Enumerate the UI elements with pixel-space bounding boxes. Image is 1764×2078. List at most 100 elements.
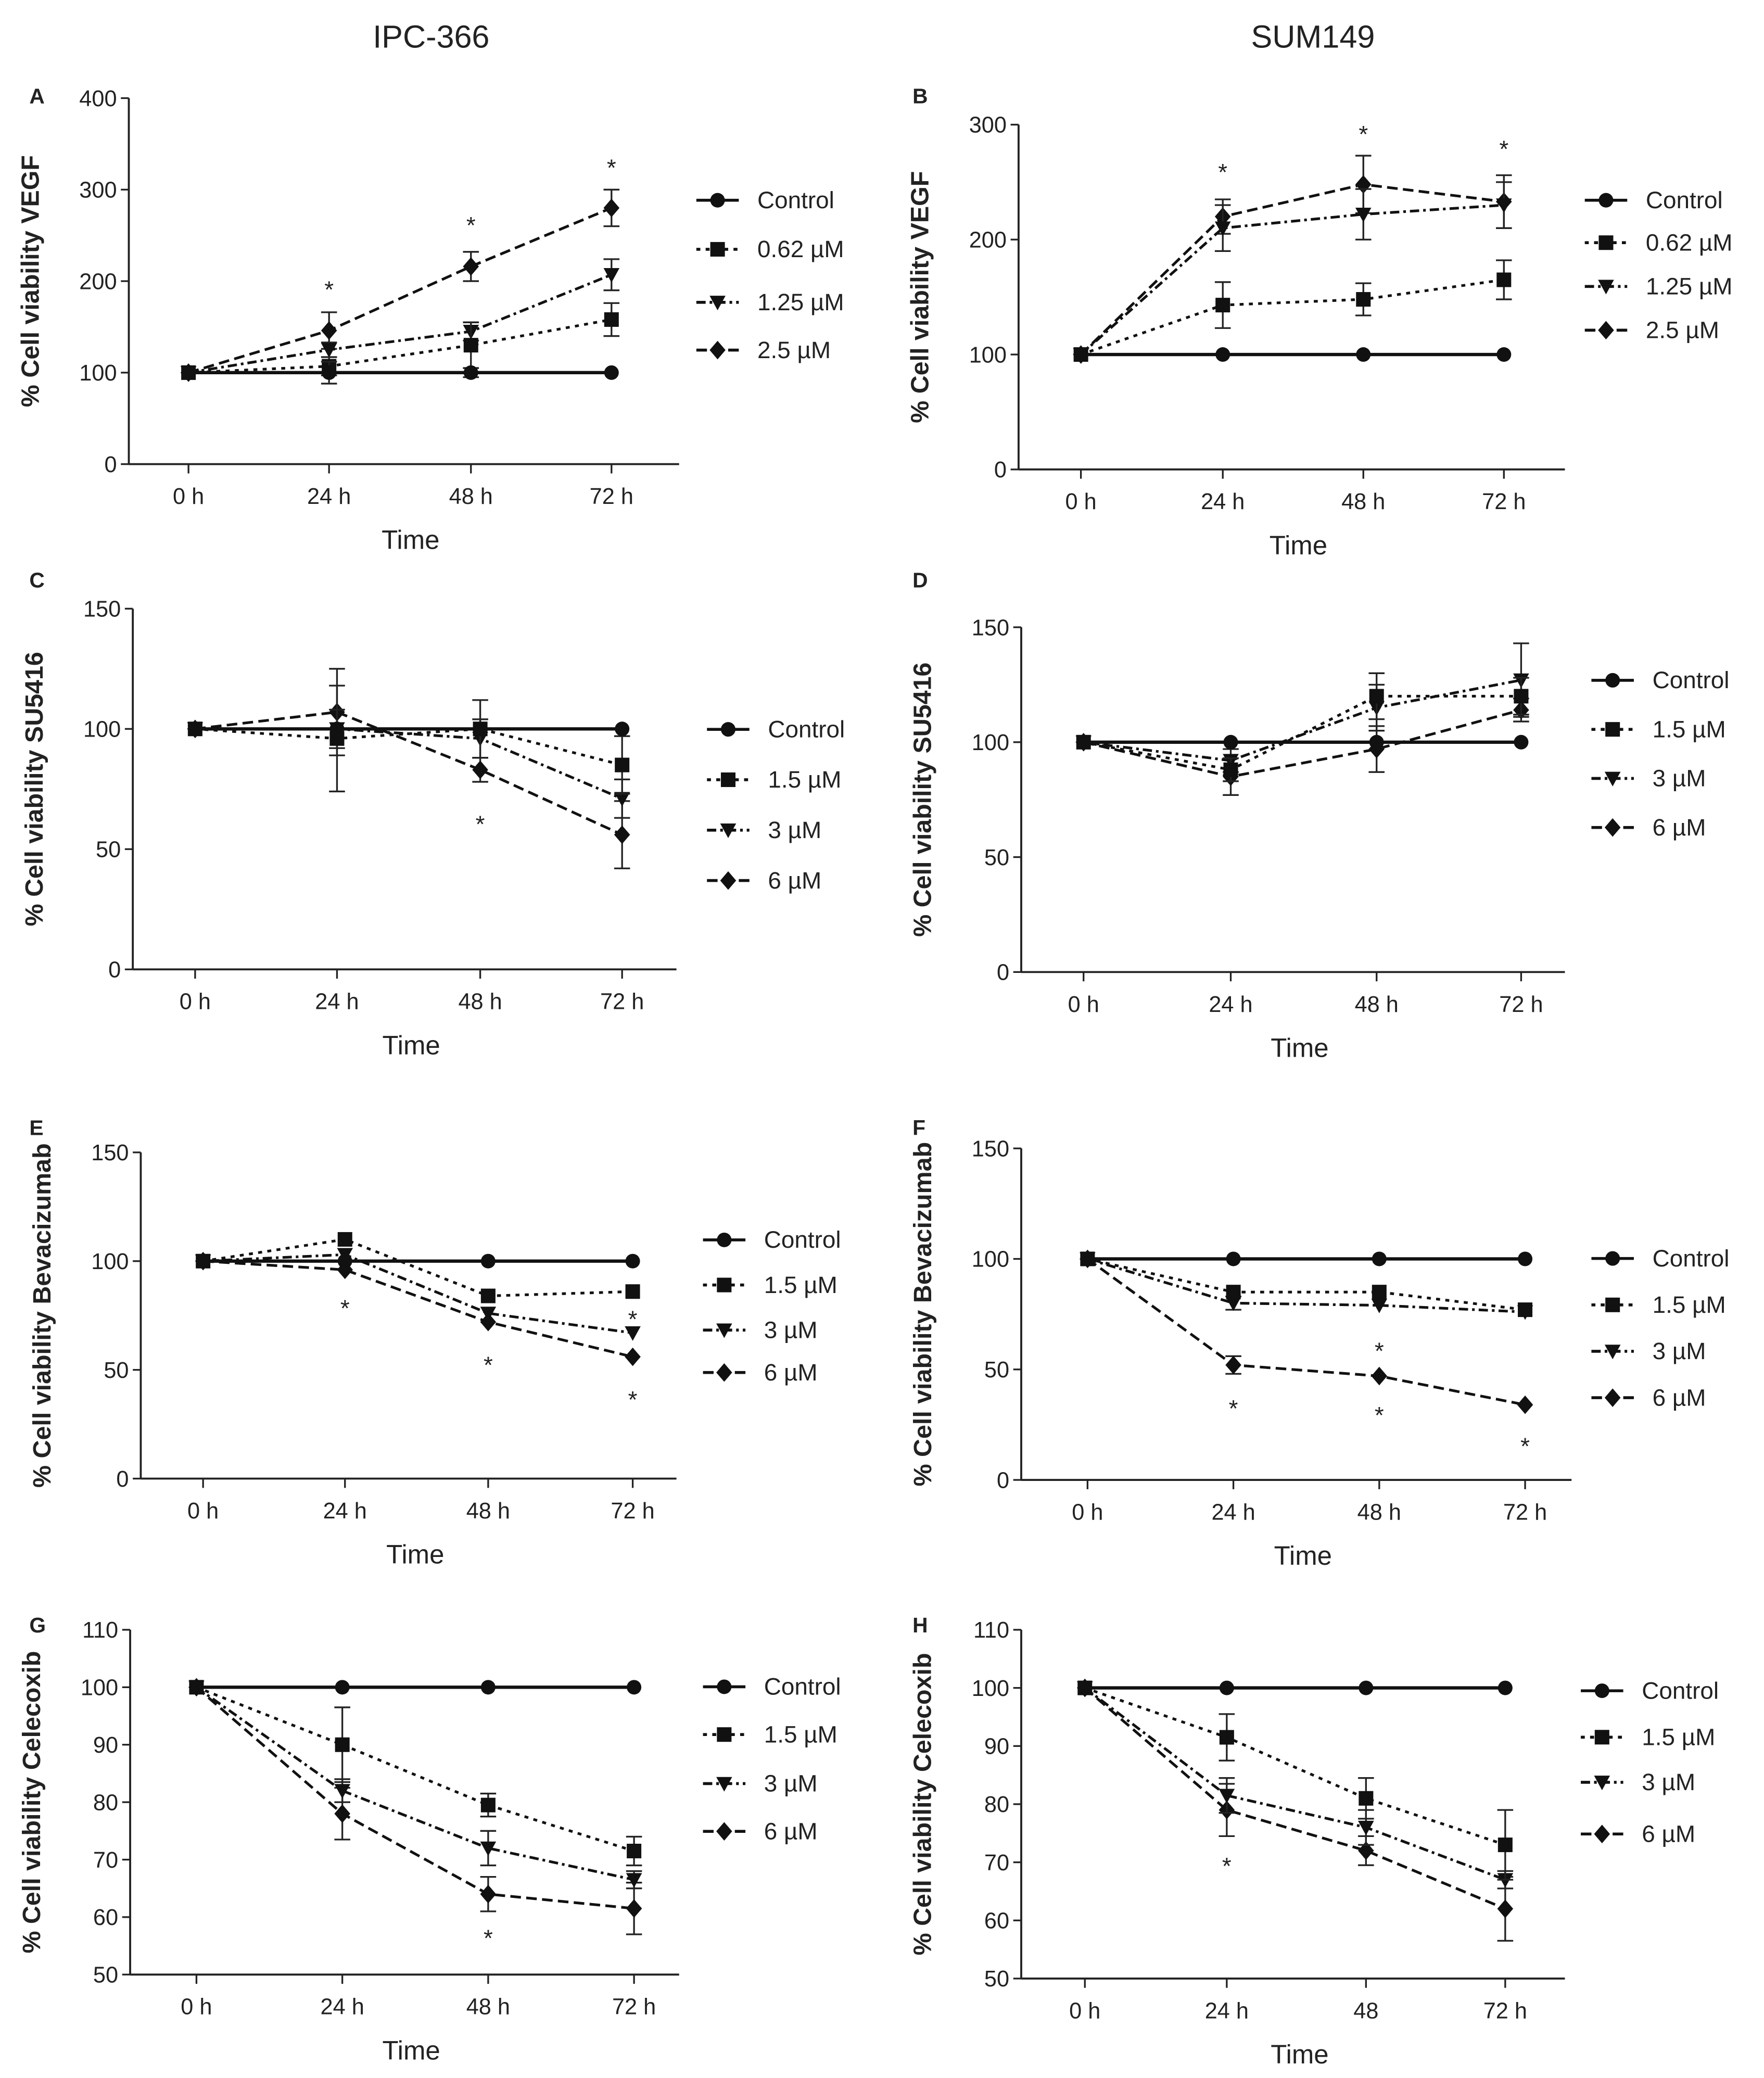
legend-marker (710, 242, 725, 257)
legend-label: 1.25 µM (757, 288, 844, 315)
data-point (463, 338, 478, 353)
column-title-ipc366: IPC-366 (373, 19, 489, 55)
series-3 (1080, 1249, 1533, 1414)
y-axis-label: % Cell viability Celecoxib (18, 1651, 46, 1954)
y-axis-label: % Cell viability SU5416 (20, 652, 48, 926)
significance-star: * (1229, 1395, 1238, 1422)
data-point (1517, 1395, 1533, 1414)
significance-star: * (476, 810, 485, 838)
data-point (480, 1680, 496, 1695)
y-axis-label: % Cell viability SU5416 (909, 663, 937, 937)
series-line (1083, 694, 1521, 771)
y-tick-label: 60 (93, 1905, 118, 1930)
significance-star: * (628, 1306, 638, 1333)
series-3 (1075, 698, 1529, 796)
data-point (480, 1307, 497, 1322)
y-tick-label: 150 (91, 1141, 129, 1165)
x-tick-label: 24 h (1211, 1500, 1255, 1525)
legend-label: 1.5 µM (768, 766, 841, 793)
series-line (1083, 679, 1521, 762)
y-tick-label: 150 (972, 1136, 1009, 1161)
legend-label: 1.5 µM (1653, 715, 1726, 742)
significance-star: * (607, 154, 616, 181)
x-tick-label: 24 h (1201, 489, 1245, 514)
x-tick-label: 48 h (466, 1995, 510, 2020)
series-line (202, 1238, 633, 1298)
series-line (195, 1686, 634, 1910)
series-1 (1073, 259, 1512, 362)
significance-star: * (324, 276, 334, 303)
series-2 (187, 708, 630, 819)
significance-star: * (628, 1386, 638, 1413)
y-tick-label: 0 (997, 960, 1009, 985)
data-point (1225, 1355, 1241, 1375)
data-point (1214, 221, 1231, 236)
y-tick-label: 150 (972, 615, 1009, 640)
data-point (625, 1253, 640, 1269)
legend-marker (716, 1822, 732, 1841)
data-point (480, 1312, 497, 1332)
data-point (603, 198, 620, 218)
legend-label: 3 µM (764, 1316, 818, 1343)
series-line (1087, 1257, 1526, 1311)
series-line (1087, 1258, 1526, 1313)
legend-label: 1.5 µM (1642, 1724, 1715, 1751)
data-point (1226, 1285, 1241, 1300)
series-1 (187, 685, 630, 795)
y-tick-label: 100 (79, 361, 117, 386)
x-axis-label: Time (1271, 2039, 1328, 2069)
significance-star: * (1359, 120, 1368, 147)
series-line (196, 1686, 634, 1853)
y-tick-label: 50 (984, 1358, 1009, 1383)
data-point (181, 365, 196, 380)
legend-label: 3 µM (764, 1770, 818, 1797)
x-tick-label: 0 h (187, 1499, 219, 1524)
legend-marker (1604, 818, 1621, 837)
data-point (603, 268, 620, 283)
panel-B: B 0 100 200 300 0 h 24 h 48 h 72 h Time % Cell via… (906, 84, 1733, 560)
y-tick-label: 200 (79, 269, 117, 294)
data-point (615, 721, 630, 737)
x-tick-label: 48 h (466, 1499, 510, 1524)
y-tick-label: 50 (984, 1967, 1009, 1992)
column-title-sum149: SUM149 (1251, 19, 1375, 55)
x-tick-label: 72 h (1482, 489, 1526, 514)
data-point (626, 1899, 642, 1918)
legend-marker (709, 340, 726, 360)
legend-label: 6 µM (1653, 814, 1706, 841)
data-point (189, 1680, 204, 1695)
legend-marker (1604, 1345, 1621, 1360)
data-point (337, 1253, 352, 1269)
y-tick-label: 400 (79, 86, 117, 111)
series-line (195, 727, 623, 767)
series-2 (180, 258, 620, 381)
panel-letter: B (912, 84, 928, 108)
legend-label: 6 µM (1642, 1820, 1695, 1847)
series-0 (1080, 1251, 1533, 1266)
data-point (1356, 292, 1371, 307)
panel-C: C 0 50 100 150 0 h 24 h 48 h 72 h Time % Cell viab… (20, 568, 845, 1060)
x-tick-label: 24 h (323, 1499, 367, 1524)
series-line (188, 207, 612, 374)
legend-label: 6 µM (764, 1359, 818, 1386)
x-tick-label: 0 h (173, 484, 204, 509)
legend-label: 0.62 µM (1646, 229, 1733, 256)
data-point (1359, 1791, 1374, 1806)
y-tick-label: 100 (969, 343, 1007, 368)
significance-star: * (1520, 1433, 1530, 1460)
legend-marker (717, 1277, 732, 1293)
legend-label: Control (764, 1226, 841, 1253)
panel-letter: H (912, 1613, 928, 1637)
x-tick-label: 24 h (307, 484, 351, 509)
y-tick-label: 100 (81, 1676, 118, 1701)
series-0 (1077, 1680, 1513, 1695)
legend-marker (1605, 1297, 1620, 1312)
data-point (1355, 207, 1372, 222)
y-tick-label: 50 (984, 845, 1009, 870)
data-point (1371, 1298, 1388, 1313)
y-tick-label: 50 (93, 1963, 118, 1988)
series-line (1083, 708, 1522, 778)
series-3 (195, 1251, 641, 1366)
series-2 (1075, 642, 1529, 773)
data-point (1223, 762, 1238, 777)
